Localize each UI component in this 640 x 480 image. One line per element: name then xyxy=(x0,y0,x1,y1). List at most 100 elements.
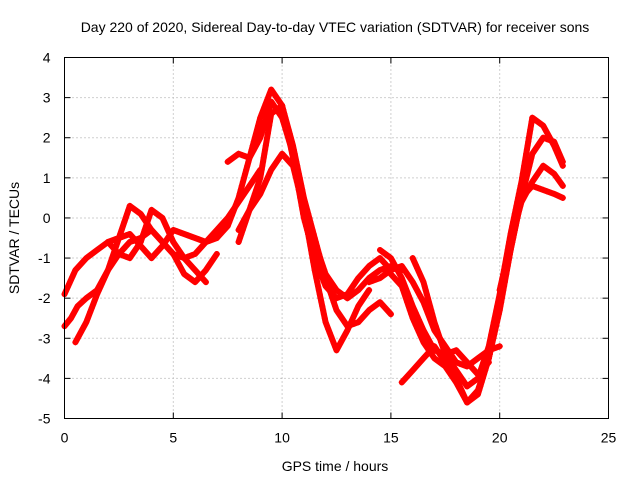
data-point xyxy=(331,283,338,290)
data-point xyxy=(459,377,466,383)
data-point xyxy=(168,235,175,242)
data-point xyxy=(75,264,82,271)
data-point xyxy=(348,292,354,299)
data-point xyxy=(344,295,351,302)
data-point xyxy=(403,269,410,276)
data-point xyxy=(458,389,465,396)
data-point xyxy=(294,182,301,189)
data-point xyxy=(326,329,333,336)
data-point xyxy=(414,325,421,332)
y-axis-label: SDTVAR / TECUs xyxy=(6,182,22,294)
data-point xyxy=(156,246,163,252)
data-point xyxy=(543,129,550,136)
data-point xyxy=(272,160,279,167)
data-point xyxy=(311,235,318,241)
data-point xyxy=(194,270,201,277)
data-point xyxy=(279,102,286,109)
data-point xyxy=(259,126,266,133)
data-point xyxy=(257,174,264,181)
chart-title: Day 220 of 2020, Sidereal Day-to-day VTE… xyxy=(81,19,590,35)
data-point xyxy=(390,274,397,281)
data-point xyxy=(469,393,476,400)
data-point xyxy=(409,279,416,286)
data-point xyxy=(324,322,330,329)
data-point xyxy=(250,176,257,183)
data-point xyxy=(477,379,484,386)
data-point xyxy=(291,166,297,173)
data-point xyxy=(309,227,316,233)
data-point xyxy=(438,360,445,367)
data-point xyxy=(490,335,497,342)
data-point xyxy=(315,287,322,294)
data-point xyxy=(311,263,317,270)
data-point xyxy=(290,142,296,149)
data-point xyxy=(192,235,199,241)
data-point xyxy=(522,192,529,199)
data-point xyxy=(105,267,111,274)
data-point xyxy=(129,251,135,258)
data-point xyxy=(265,126,272,133)
data-point xyxy=(503,259,509,266)
data-point xyxy=(237,223,244,230)
data-point xyxy=(265,106,272,113)
data-point xyxy=(474,355,481,362)
data-point xyxy=(424,345,431,352)
data-point xyxy=(504,251,511,257)
data-point xyxy=(83,319,90,326)
data-point xyxy=(147,210,154,217)
data-point xyxy=(404,373,411,380)
data-point xyxy=(558,158,565,165)
data-point xyxy=(460,362,467,368)
data-point xyxy=(140,246,147,252)
data-point xyxy=(126,239,133,245)
data-point xyxy=(427,348,434,355)
data-point xyxy=(132,237,139,243)
data-point xyxy=(474,387,481,394)
data-point xyxy=(511,223,518,229)
data-point xyxy=(442,363,449,370)
data-point xyxy=(330,340,337,347)
data-point xyxy=(144,219,151,225)
data-point xyxy=(350,313,357,320)
data-point xyxy=(213,251,220,257)
data-point xyxy=(420,299,427,306)
data-point xyxy=(431,355,438,362)
data-point xyxy=(549,139,556,146)
data-point xyxy=(439,343,446,350)
data-point xyxy=(535,141,542,148)
data-point xyxy=(248,203,255,210)
data-point xyxy=(192,279,199,286)
data-point xyxy=(408,311,415,318)
series-track-8 xyxy=(235,150,373,354)
data-point xyxy=(170,239,177,245)
data-point xyxy=(398,379,405,386)
data-point xyxy=(453,347,460,354)
data-point xyxy=(414,313,421,320)
data-point xyxy=(417,320,424,327)
data-point xyxy=(415,316,422,323)
data-point xyxy=(242,153,249,160)
data-point xyxy=(270,163,277,170)
data-point xyxy=(200,276,207,283)
x-axis-label: GPS time / hours xyxy=(282,458,389,474)
data-point xyxy=(242,170,249,177)
data-point xyxy=(329,295,336,302)
data-point xyxy=(254,182,261,189)
data-point xyxy=(444,366,451,373)
data-point xyxy=(535,169,542,176)
data-point xyxy=(258,170,264,177)
data-point xyxy=(345,323,352,330)
data-point xyxy=(255,194,262,201)
data-point xyxy=(318,299,325,306)
data-point xyxy=(355,303,362,310)
data-point xyxy=(239,178,246,185)
data-point xyxy=(513,219,519,225)
data-point xyxy=(431,319,438,326)
data-point xyxy=(287,159,294,166)
data-point xyxy=(260,184,267,190)
data-point xyxy=(499,275,506,282)
data-point xyxy=(340,333,347,340)
data-point xyxy=(181,255,188,262)
data-point xyxy=(121,245,128,251)
